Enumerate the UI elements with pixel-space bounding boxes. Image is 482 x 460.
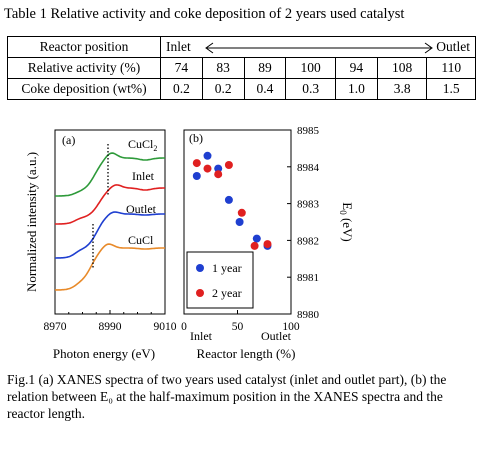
panel-b-label: (b) (189, 131, 203, 145)
y-tick-label: 8980 (297, 309, 320, 321)
outlet-label: Outlet (436, 39, 470, 54)
point-2-year (237, 208, 246, 217)
x-tick-label: 9010 (154, 321, 177, 333)
panel-a: (a) 8970 8990 9010 CuCl2 Inlet Outlet CuCl… (24, 129, 177, 361)
panel-b-ylabel: E0 (eV) (338, 202, 355, 242)
inlet-label: Inlet (166, 39, 191, 54)
table-header-row: Reactor position Inlet Outlet (7, 36, 476, 58)
point-1-year (192, 172, 201, 180)
panel-a-ylabel: Normalized intensity (a.u.) (24, 152, 39, 292)
y-tick-label: 8981 (297, 272, 319, 284)
point-2-year (263, 240, 272, 249)
panel-a-x-ticks: 8970 8990 9010 (44, 310, 177, 333)
y-tick-label: 8983 (297, 199, 320, 211)
legend-marker-1-year (196, 264, 204, 272)
point-2-year (214, 170, 223, 179)
table-row: Relative activity (%) 74 83 89 100 94 10… (7, 57, 476, 79)
figure-caption: Fig.1 (a) XANES spectra of two years use… (7, 372, 447, 421)
header-label: Reactor position (7, 36, 161, 58)
spectrum-cucl (54, 243, 165, 291)
legend-marker-2-year (196, 289, 204, 297)
table-cell: 1.5 (426, 78, 476, 100)
spectrum-inlet (55, 184, 165, 225)
legend-label-2-year: 2 year (212, 286, 242, 300)
table-cell: 83 (201, 57, 245, 79)
table-cell: 0.3 (285, 78, 337, 100)
panel-b-points (192, 151, 272, 250)
point-1-year (203, 151, 212, 160)
table-cell: 110 (426, 57, 476, 79)
y-tick-label: 8985 (297, 125, 320, 137)
point-2-year (250, 241, 259, 250)
results-table: Reactor position Inlet Outlet Relative a… (7, 36, 476, 100)
series-label-outlet: Outlet (126, 202, 157, 216)
panel-a-xlabel: Photon energy (eV) (53, 346, 155, 361)
legend-label-1-year: 1 year (212, 261, 242, 275)
table-cell: 0.2 (201, 78, 245, 100)
point-1-year (224, 195, 233, 204)
series-label-cucl: CuCl (128, 233, 154, 247)
table-cell: 0.4 (243, 78, 287, 100)
y-tick-label: 8984 (297, 162, 320, 174)
panel-b-xlabel: Reactor length (%) (197, 346, 296, 361)
spectrum-outlet (55, 211, 165, 259)
table-cell: 0.2 (160, 78, 203, 100)
x-tick-label: 0 (181, 321, 187, 333)
table-cell: 94 (335, 57, 378, 79)
table-cell: 89 (243, 57, 287, 79)
panel-a-curves (54, 144, 165, 291)
point-1-year (235, 218, 244, 226)
table-row: Coke deposition (wt%) 0.2 0.2 0.4 0.3 1.… (7, 78, 476, 100)
point-1-year (214, 164, 223, 173)
x-tick-label: 50 (232, 321, 244, 333)
point-1-year (252, 234, 261, 243)
table-cell: 1.0 (335, 78, 378, 100)
spectrum-cucl2 (55, 152, 165, 197)
series-label-inlet: Inlet (132, 169, 155, 183)
x-tick-label: 8970 (44, 321, 67, 333)
table-cell: 74 (160, 57, 203, 79)
y-tick-label: 8982 (297, 235, 319, 247)
outlet-annotation: Outlet (261, 329, 292, 343)
point-2-year (203, 164, 212, 173)
table-cell: 100 (285, 57, 337, 79)
legend-box (186, 251, 254, 309)
double-arrow-icon (205, 42, 433, 54)
row-label: Coke deposition (wt%) (7, 78, 161, 100)
table-caption: Table 1 Relative activity and coke depos… (4, 6, 405, 22)
figure: (a) 8970 8990 9010 CuCl2 Inlet Outlet CuCl… (24, 125, 355, 361)
table-cell: 3.8 (376, 78, 428, 100)
row-label: Relative activity (%) (7, 57, 161, 79)
panel-a-label: (a) (62, 133, 75, 147)
series-label-cucl2: CuCl2 (128, 137, 157, 153)
x-tick-label: 8990 (99, 321, 122, 333)
point-2-year (224, 161, 233, 169)
point-2-year (192, 159, 201, 168)
x-tick-label: 100 (282, 321, 300, 333)
inlet-annotation: Inlet (190, 329, 213, 343)
table-cell: 108 (376, 57, 428, 79)
reactor-position-axis: Inlet Outlet (160, 36, 476, 58)
